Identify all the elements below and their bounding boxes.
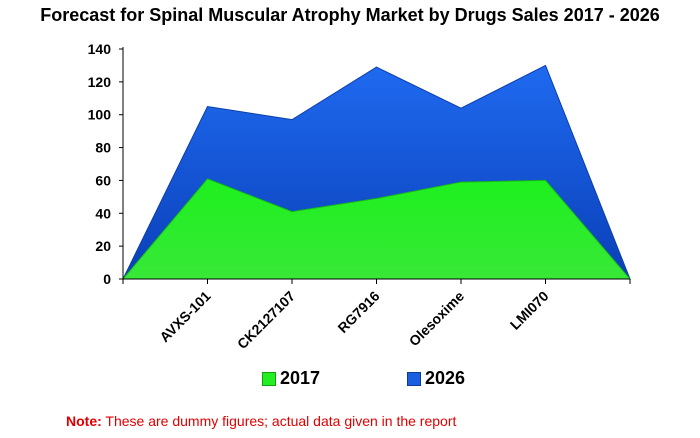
- legend-label-2026: 2026: [425, 368, 466, 388]
- x-tick-label: Olesoxime: [406, 288, 468, 350]
- area-series-2017: [121, 178, 632, 280]
- chart-title: Forecast for Spinal Muscular Atrophy Mar…: [40, 5, 660, 25]
- legend-item-2017: 2017: [262, 368, 320, 389]
- legend-label-2017: 2017: [280, 368, 321, 388]
- legend-swatch-2017: [262, 371, 276, 386]
- x-tick-label: CK2127107: [234, 288, 298, 352]
- legend-swatch-2026: [407, 371, 421, 386]
- y-tick-label: 20: [95, 238, 111, 254]
- y-tick-label: 120: [88, 74, 112, 90]
- y-tick-label: 60: [95, 172, 111, 188]
- y-tick-label: 40: [95, 205, 111, 221]
- y-tick-label: 0: [103, 271, 111, 287]
- y-tick-label: 80: [95, 140, 111, 156]
- y-tick-label: 140: [88, 41, 112, 57]
- note-text: These are dummy figures; actual data giv…: [101, 413, 457, 429]
- y-tick-label: 100: [88, 107, 112, 123]
- legend-item-2026: 2026: [407, 368, 465, 389]
- x-tick-label: LMI070: [507, 288, 552, 333]
- note-label: Note:: [66, 413, 102, 429]
- x-tick-label: RG7916: [334, 288, 382, 336]
- footnote: Note: These are dummy figures; actual da…: [66, 413, 456, 429]
- x-tick-label: AVXS-101: [156, 288, 214, 346]
